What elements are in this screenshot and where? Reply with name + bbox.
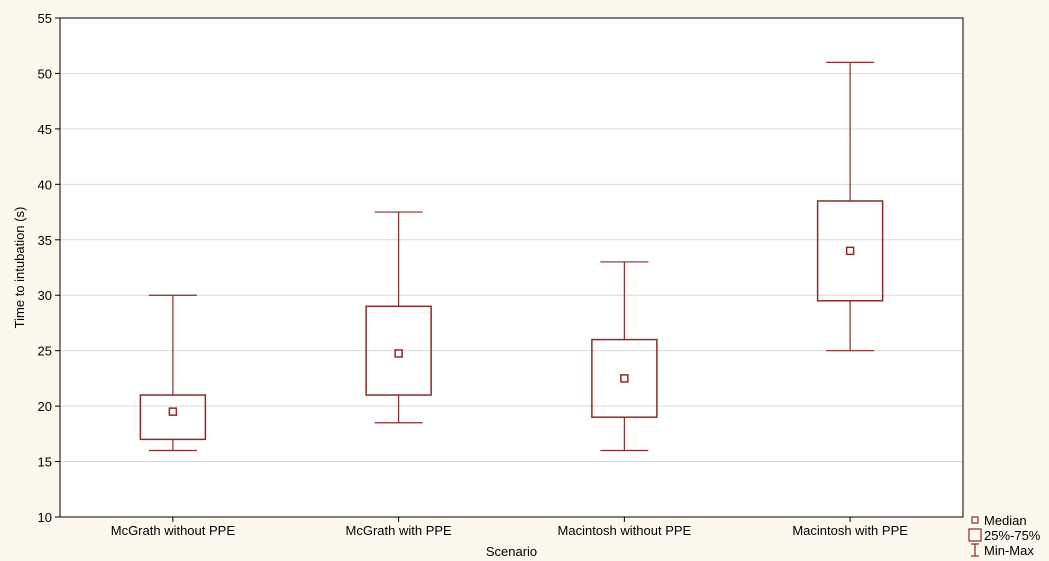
legend-label: Min-Max	[984, 543, 1034, 558]
legend-median-symbol	[971, 516, 979, 524]
box-group	[365, 211, 432, 424]
y-tick-label: 35	[38, 233, 52, 248]
box-group	[816, 61, 884, 352]
x-axis-title: Scenario	[486, 544, 537, 559]
iqr-box	[816, 200, 884, 302]
boxes	[139, 61, 884, 452]
y-tick-label: 40	[38, 177, 52, 192]
grid-lines	[60, 72, 963, 463]
plot-area	[60, 18, 963, 517]
x-tick-label: Macintosh with PPE	[792, 523, 908, 538]
box-group	[591, 261, 658, 452]
x-tick-label: McGrath with PPE	[346, 523, 453, 538]
legend-iqr-symbol	[968, 528, 982, 542]
plot-frame	[59, 17, 964, 518]
y-tick-label: 55	[38, 11, 52, 26]
box-group	[139, 294, 207, 452]
y-tick-label: 50	[38, 66, 52, 81]
y-tick-label: 30	[38, 288, 52, 303]
legend-label: Median	[984, 513, 1027, 528]
median-marker	[845, 246, 855, 256]
median-marker	[168, 407, 178, 416]
iqr-box	[365, 305, 432, 396]
legend-label: 25%-75%	[984, 528, 1041, 543]
legend-item-iqr: 25%-75%	[968, 528, 1041, 543]
x-axis: McGrath without PPE McGrath with PPE Macin…	[111, 517, 908, 538]
legend-item-median: Median	[971, 513, 1027, 528]
x-tick-label: McGrath without PPE	[111, 523, 236, 538]
y-tick-label: 10	[38, 510, 52, 525]
y-axis: 10 15 20 25 30 35 40 45 50 55	[38, 11, 60, 525]
median-marker	[394, 349, 403, 358]
iqr-box	[591, 338, 658, 418]
iqr-box	[139, 394, 207, 441]
y-tick-label: 25	[38, 344, 52, 359]
y-axis-title: Time to intubation (s)	[12, 207, 27, 329]
y-tick-label: 45	[38, 122, 52, 137]
legend-item-range: Min-Max	[971, 543, 1034, 558]
x-tick-label: Macintosh without PPE	[558, 523, 692, 538]
y-tick-label: 15	[38, 455, 52, 470]
y-tick-label: 20	[38, 399, 52, 414]
median-marker	[620, 374, 629, 383]
